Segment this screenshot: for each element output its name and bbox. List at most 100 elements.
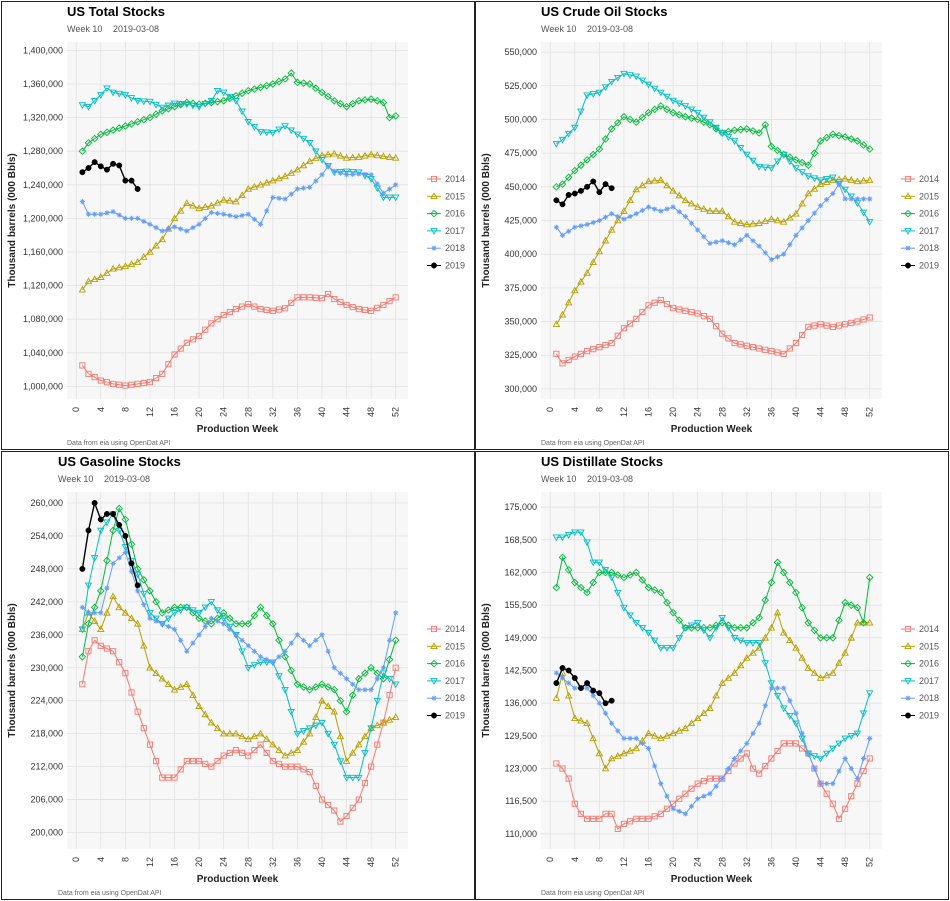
data-point-2017 (822, 750, 831, 758)
data-point-2018 (664, 793, 670, 799)
data-point-2015 (779, 217, 788, 225)
data-point-2015 (201, 710, 210, 718)
data-point-2015 (626, 196, 634, 204)
data-point-2016 (109, 126, 117, 135)
data-point-2014 (208, 320, 215, 327)
y-tick-label: 155,500 (504, 600, 537, 610)
data-point-2015 (324, 702, 332, 709)
data-point-2018 (104, 210, 110, 216)
data-point-2018 (307, 643, 313, 649)
x-tick-label: 24 (219, 857, 229, 867)
data-point-2016 (829, 633, 837, 642)
x-tick-label: 28 (243, 857, 253, 867)
data-point-2018 (128, 215, 135, 221)
data-point-2018 (251, 648, 257, 654)
data-point-2018 (393, 182, 399, 188)
data-point-2015 (146, 663, 154, 671)
legend-label-2017: 2017 (445, 226, 465, 236)
data-point-2018 (645, 745, 652, 752)
data-point-2014 (842, 805, 849, 812)
y-tick-label: 1,400,000 (23, 45, 63, 55)
data-point-2015 (571, 286, 579, 294)
data-point-2015 (158, 674, 166, 682)
data-point-2016 (829, 130, 837, 139)
data-point-2018 (664, 206, 670, 212)
y-tick-label: 1,360,000 (23, 79, 63, 89)
data-point-2017 (164, 102, 173, 110)
data-point-2015 (97, 625, 105, 633)
data-point-2019 (91, 500, 98, 506)
data-point-2018 (257, 221, 264, 227)
x-tick-label: 52 (865, 407, 875, 417)
data-point-2014 (731, 340, 738, 347)
gridlines (541, 492, 882, 849)
data-point-2018 (208, 209, 214, 216)
data-point-2017 (577, 108, 585, 116)
data-point-2015 (859, 176, 868, 184)
data-point-2018 (824, 781, 830, 787)
data-point-2017 (718, 130, 727, 137)
data-point-2014 (226, 749, 233, 756)
data-point-2014 (153, 374, 160, 382)
data-point-2018 (860, 755, 867, 762)
data-point-2017 (657, 645, 665, 652)
x-tick-label: 4 (96, 857, 106, 862)
data-point-2019 (565, 667, 572, 674)
data-point-2018 (762, 250, 768, 256)
data-point-2017 (847, 733, 856, 740)
x-tick-label: 0 (545, 857, 555, 862)
data-point-2016 (268, 619, 277, 628)
legend-key-2019 (431, 712, 437, 719)
data-point-2016 (859, 618, 868, 627)
data-point-2014 (306, 769, 313, 776)
x-tick-label: 0 (71, 407, 81, 412)
data-point-2017 (767, 165, 776, 172)
data-point-2015 (712, 691, 720, 699)
data-point-2017 (601, 567, 610, 574)
data-point-2015 (152, 669, 160, 676)
data-point-2016 (367, 95, 375, 103)
data-point-2018 (128, 569, 135, 575)
data-point-2018 (374, 676, 380, 682)
series-2015 (552, 174, 874, 327)
data-point-2016 (650, 586, 659, 594)
data-point-2016 (293, 78, 302, 87)
y-tick-label: 123,000 (504, 764, 537, 774)
x-axis-label: Production Week (671, 874, 753, 885)
data-point-2017 (293, 730, 302, 738)
data-point-2017 (644, 81, 653, 89)
data-point-2017 (226, 623, 234, 631)
data-source-caption: Data from eia using OpenDat API (67, 440, 171, 447)
x-tick-label: 44 (342, 857, 352, 867)
data-point-2014 (380, 301, 387, 308)
legend-key-2019 (905, 262, 911, 269)
data-point-2017 (152, 101, 160, 109)
legend-key-2017 (904, 228, 912, 235)
data-point-2019 (584, 680, 591, 687)
data-point-2014 (146, 379, 153, 386)
data-point-2018 (79, 604, 85, 610)
data-point-2014 (251, 747, 258, 754)
data-point-2016 (804, 161, 813, 170)
data-point-2017 (133, 98, 142, 105)
data-point-2018 (652, 763, 658, 769)
data-point-2014 (202, 760, 209, 767)
data-point-2014 (337, 298, 344, 306)
data-point-2016 (761, 596, 770, 604)
data-point-2017 (706, 119, 714, 127)
data-point-2015 (773, 216, 782, 224)
data-point-2016 (595, 145, 604, 153)
data-point-2017 (792, 720, 800, 728)
data-point-2014 (608, 810, 615, 817)
data-point-2017 (687, 106, 696, 114)
data-point-2014 (306, 294, 313, 301)
data-point-2017 (749, 640, 757, 647)
data-point-2017 (761, 660, 770, 667)
data-point-2014 (312, 294, 319, 301)
data-point-2015 (853, 177, 862, 185)
y-tick-label: 425,000 (504, 216, 537, 226)
data-point-2014 (134, 380, 141, 387)
legend: 2014 2015 2016 2017 2018 2019 (427, 174, 465, 271)
data-point-2016 (749, 618, 757, 627)
data-point-2015 (835, 658, 843, 666)
